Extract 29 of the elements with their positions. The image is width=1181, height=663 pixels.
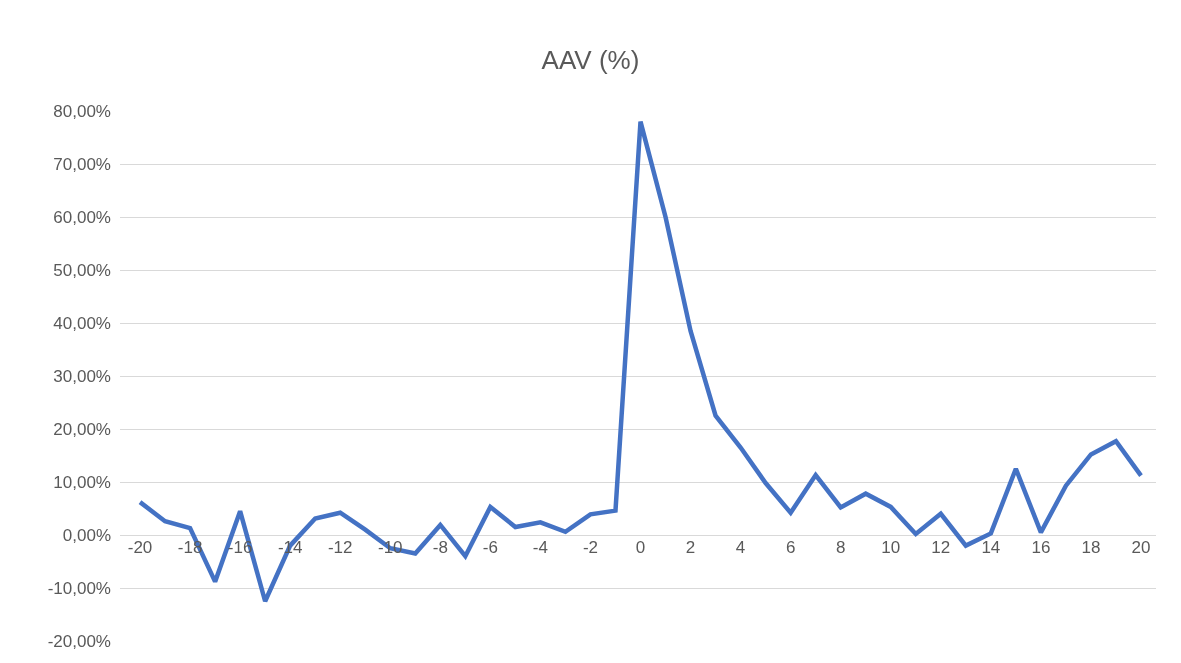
y-tick-label: 0,00% [62, 525, 111, 545]
y-tick-label: 40,00% [53, 313, 111, 333]
x-tick-label: -2 [582, 538, 599, 557]
y-tick-label: 20,00% [53, 419, 111, 439]
x-tick-label: -20 [127, 538, 153, 557]
x-tick-label: 0 [635, 538, 646, 557]
x-tick-label: 16 [1031, 538, 1051, 557]
x-tick-label: 4 [735, 538, 746, 557]
y-tick-label: -20,00% [47, 631, 111, 651]
y-tick-label: 30,00% [53, 366, 111, 386]
x-tick-label: 14 [981, 538, 1001, 557]
x-tick-label: 6 [785, 538, 796, 557]
x-tick-label: -12 [327, 538, 353, 557]
x-tick-label: 8 [835, 538, 846, 557]
y-tick-label: -10,00% [47, 578, 111, 598]
x-tick-label: -4 [532, 538, 548, 557]
x-tick-label: 18 [1081, 538, 1101, 557]
y-tick-label: 10,00% [53, 472, 111, 492]
x-tick-label: 10 [881, 538, 901, 557]
x-tick-label: 12 [931, 538, 951, 557]
x-tick-label: 20 [1131, 538, 1151, 557]
y-tick-label: 70,00% [53, 154, 111, 174]
y-tick-label: 60,00% [53, 207, 111, 227]
chart-title: AAV (%) [541, 44, 640, 75]
y-tick-label: 80,00% [53, 101, 111, 121]
x-tick-label: -8 [432, 538, 448, 557]
x-tick-label: -6 [482, 538, 498, 557]
x-tick-label: 2 [685, 538, 696, 557]
y-tick-label: 50,00% [53, 260, 111, 280]
